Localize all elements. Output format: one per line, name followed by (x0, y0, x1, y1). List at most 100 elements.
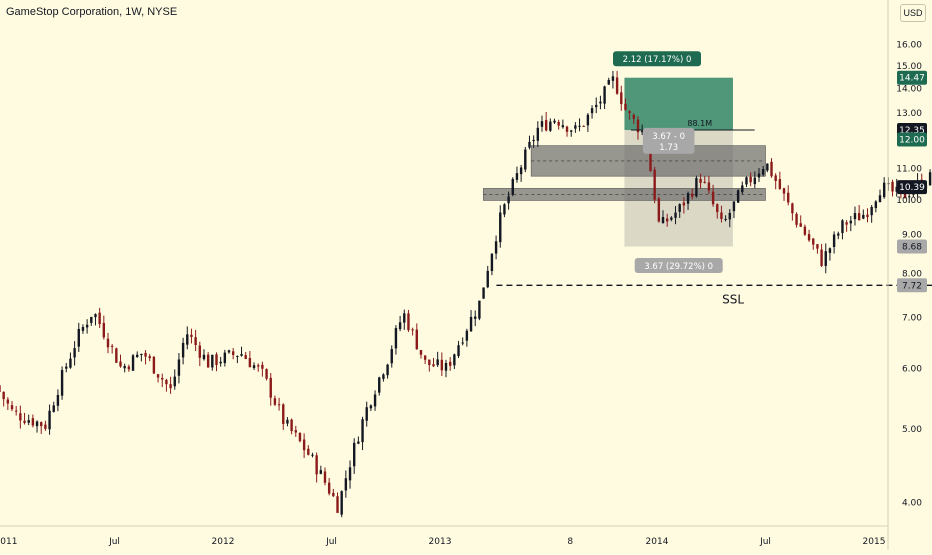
candle-body (340, 491, 343, 515)
currency-button[interactable]: USD (900, 4, 926, 22)
candle-body (436, 359, 439, 366)
candle-body (369, 405, 373, 409)
candle-body (390, 349, 393, 364)
candle-body (440, 359, 444, 371)
candle-body (419, 350, 423, 355)
candle-body (315, 455, 318, 475)
candle-body (599, 101, 602, 104)
candle-body (244, 355, 247, 359)
candles (0, 70, 932, 518)
candle-body (148, 356, 151, 359)
candle-body (348, 467, 352, 481)
candle-body (190, 334, 193, 337)
candle-body (590, 108, 594, 114)
candle-body (52, 405, 55, 412)
candle-body (703, 181, 706, 183)
candle-body (711, 191, 715, 205)
candle-body (273, 398, 277, 405)
candle-body (131, 355, 135, 371)
candle-body (678, 204, 681, 212)
candle-body (732, 201, 736, 212)
candle-body (165, 379, 168, 385)
candle-body (294, 430, 297, 433)
position-1-target-label (613, 51, 701, 67)
candle-body (736, 190, 740, 203)
candle-body (862, 214, 865, 219)
candle-body (319, 470, 323, 474)
time-tick-label: 2013 (429, 537, 452, 547)
candle-body (870, 206, 873, 216)
candle-body (682, 202, 686, 206)
price-tick-label: 5.00 (902, 425, 922, 435)
price-axis-marker (897, 132, 927, 147)
price-axis-marker (897, 239, 927, 254)
candle-body (411, 329, 414, 331)
position-1-target-label-text: 2.12 (17.17%) 0 (623, 55, 692, 65)
time-tick-label: Jul (325, 537, 337, 547)
candle-body (248, 357, 252, 368)
time-tick-label: Jul (108, 537, 120, 547)
candle-body (2, 391, 5, 400)
candle-body (44, 424, 47, 429)
candle-body (603, 86, 606, 104)
symbol-title[interactable]: GameStop Corporation, 1W, NYSE (6, 6, 178, 18)
candle-body (761, 169, 765, 175)
candle-body (544, 120, 548, 131)
candle-body (198, 345, 201, 358)
candle-body (795, 213, 798, 225)
position-1-ratio-label-text: 1.73 (659, 143, 678, 153)
candle-body (277, 404, 281, 406)
candle-body (40, 422, 43, 427)
time-tick-label: 2014 (646, 537, 669, 547)
candle-body (261, 364, 264, 369)
candle-body (503, 204, 506, 215)
candle-body (824, 251, 827, 266)
price-axis-marker-text: 12.35 (899, 126, 925, 136)
candle-body (745, 177, 748, 185)
position-1-stop-label-text: 3.67 (29.72%) 0 (644, 262, 713, 272)
candle-body (874, 201, 878, 209)
candle-body (415, 329, 418, 350)
candle-body (540, 121, 544, 127)
candle-body (469, 316, 473, 332)
candle-body (845, 222, 848, 225)
candle-body (202, 354, 206, 360)
candle-body (841, 220, 844, 234)
candle-body (382, 374, 385, 379)
candle-body (908, 196, 911, 198)
candle-body (323, 471, 327, 483)
price-axis-marker (897, 180, 927, 195)
candle-body (373, 394, 377, 407)
price-tick-label: 13.00 (896, 109, 922, 119)
candle-body (770, 161, 773, 177)
candle-body (749, 176, 752, 183)
candle-body (895, 186, 898, 192)
candle-body (403, 313, 406, 323)
candle-body (102, 322, 106, 338)
candle-body (519, 167, 523, 175)
candle-body (60, 370, 64, 396)
candle-body (115, 348, 118, 363)
candle-body (607, 79, 610, 85)
candle-body (332, 492, 335, 497)
candle-body (0, 385, 1, 392)
price-axis-marker-text: 7.72 (902, 281, 922, 291)
candle-body (561, 125, 565, 128)
candle-body (812, 238, 815, 245)
candle-body (94, 314, 97, 318)
candle-body (490, 253, 494, 272)
candle-body (640, 130, 644, 133)
price-axis-marker-text: 12.00 (899, 136, 925, 146)
candle-body (799, 223, 802, 227)
candle-body (227, 350, 231, 353)
ssl-label: SSL (722, 292, 744, 306)
candle-body (48, 410, 51, 430)
candle-body (252, 365, 256, 369)
price-tick-label: 10.00 (896, 196, 922, 206)
time-tick-label: 8 (567, 537, 573, 547)
candle-body (499, 212, 502, 243)
candle-body (628, 111, 631, 113)
candle-body (85, 324, 89, 328)
